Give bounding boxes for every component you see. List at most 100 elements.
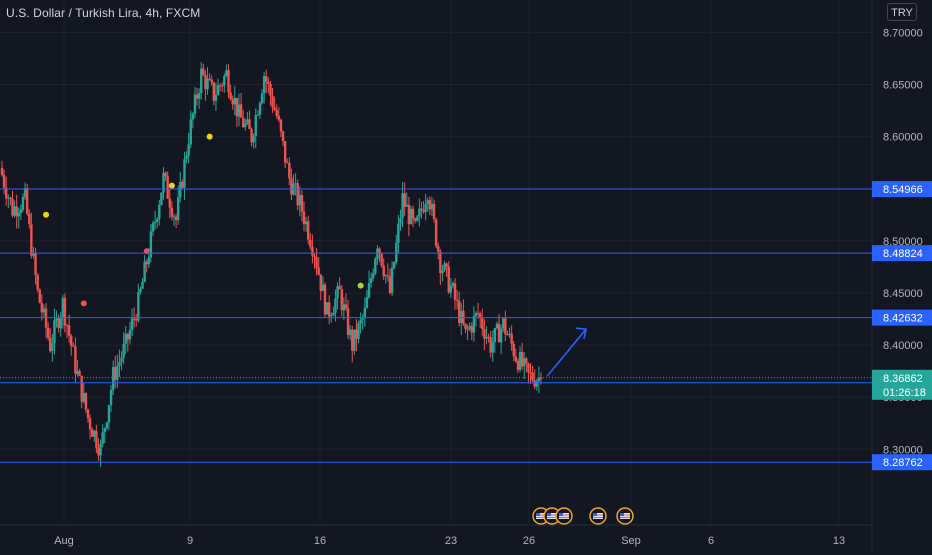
candle-body (51, 343, 54, 352)
level-label-box (872, 309, 932, 326)
candle-body (529, 372, 532, 374)
candle-body (227, 70, 230, 93)
candle-body (32, 252, 35, 256)
candle-body (372, 273, 375, 279)
candle-body (74, 346, 77, 374)
candle-body (149, 231, 153, 258)
candle-body (101, 432, 104, 444)
candle-body (426, 200, 429, 205)
candle-body (143, 261, 146, 282)
candle-body (84, 393, 88, 410)
candle-body (204, 74, 207, 90)
candle-body (472, 315, 476, 333)
candle-body (103, 428, 106, 433)
candle-body (90, 429, 94, 437)
candle-body (464, 323, 467, 329)
candle-body (510, 333, 513, 345)
candle-body (416, 216, 419, 221)
level-label: 8.48824 (883, 248, 923, 260)
candle-body (361, 317, 364, 320)
candle-body (395, 242, 398, 263)
candle-body (183, 159, 186, 188)
candle-body (449, 285, 453, 293)
candle-body (252, 136, 255, 143)
candle-body (195, 94, 199, 99)
candle-body (271, 95, 274, 108)
candle-body (369, 278, 373, 283)
candle-body (491, 342, 494, 353)
candle-body (518, 351, 522, 370)
candle-body (355, 329, 358, 339)
candle-body (36, 274, 39, 290)
candle-body (275, 109, 278, 116)
candle-body (210, 79, 213, 83)
candle-body (346, 308, 350, 336)
candle-body (382, 265, 385, 277)
x-tick-label: Sep (621, 535, 641, 547)
forecast-arrow-head (575, 327, 587, 340)
candle-body (93, 430, 96, 437)
event-flag-canton (593, 513, 597, 516)
candle-body (376, 248, 379, 259)
candle-body (302, 211, 306, 225)
candle-body (523, 358, 526, 367)
candle-body (116, 365, 119, 380)
candle-body (172, 216, 176, 218)
candle-body (53, 320, 56, 344)
candle-body (531, 372, 534, 381)
candle-body (135, 318, 138, 321)
event-flag-canton (547, 513, 551, 516)
candle-body (430, 203, 434, 210)
candle-body (59, 316, 62, 329)
candle-body (80, 375, 83, 402)
candle-body (483, 328, 486, 339)
candle-body (512, 344, 515, 357)
candle-body (434, 219, 438, 246)
candle-body (166, 176, 169, 199)
candle-body (218, 85, 222, 87)
candle-body (458, 300, 461, 324)
candle-body (262, 76, 266, 94)
level-label: 8.54966 (883, 184, 923, 196)
candle-body (179, 181, 182, 198)
candle-body (72, 345, 75, 347)
candle-body (193, 94, 197, 114)
candle-body (17, 213, 20, 217)
candle-body (290, 178, 293, 195)
candle-body (114, 367, 117, 380)
candle-body (235, 97, 239, 117)
candle-body (76, 370, 79, 374)
candle-body (428, 200, 432, 210)
currency-button[interactable]: TRY (887, 3, 917, 21)
candle-body (527, 363, 530, 373)
candle-body (388, 276, 392, 293)
candle-body (359, 319, 362, 324)
candle-body (145, 261, 148, 265)
candle-body (367, 282, 371, 298)
candle-body (390, 267, 394, 293)
candle-body (4, 187, 8, 199)
level-label-box (872, 181, 932, 198)
candle-body (130, 318, 134, 330)
candle-body (407, 204, 411, 225)
candle-body (265, 76, 268, 82)
candle-body (300, 195, 304, 212)
candle-body (453, 283, 457, 300)
candle-body (401, 193, 404, 219)
candle-body (78, 370, 81, 376)
y-tick-label: 8.50000 (883, 236, 923, 248)
signal-dot (168, 182, 175, 189)
candle-body (111, 367, 115, 390)
candle-body (221, 85, 224, 87)
candle-body (269, 83, 272, 96)
candle-body (82, 393, 85, 402)
signal-dot (43, 211, 50, 218)
forecast-arrow[interactable] (546, 328, 587, 377)
candle-body (258, 103, 262, 115)
candle-body (533, 380, 536, 387)
candle-body (309, 239, 312, 247)
candle-body (304, 221, 308, 225)
candle-body (153, 221, 157, 223)
